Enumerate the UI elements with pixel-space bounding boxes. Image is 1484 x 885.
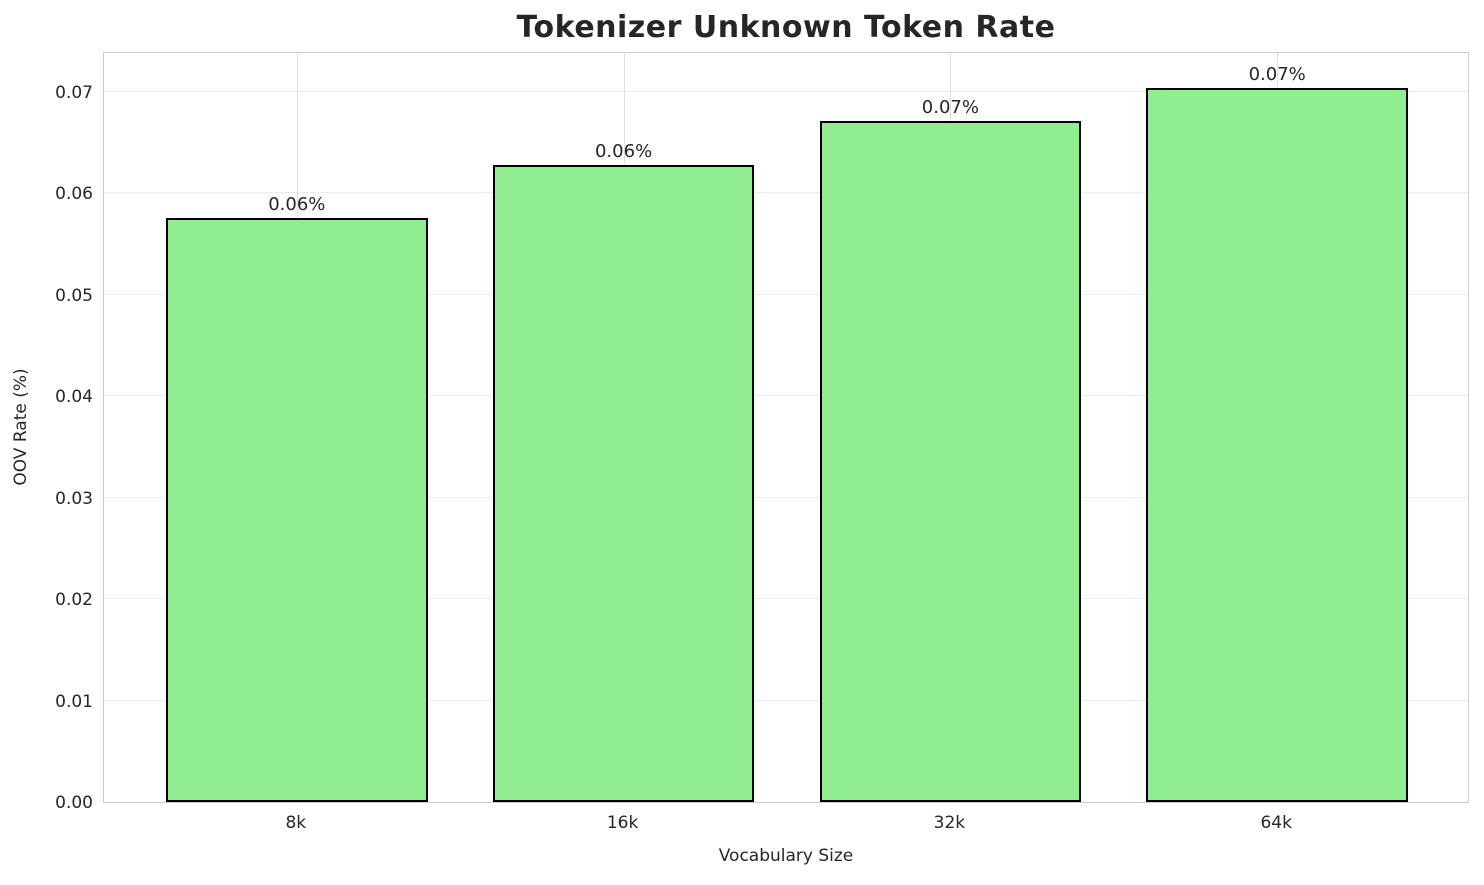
- x-axis-label: Vocabulary Size: [718, 846, 854, 866]
- y-gridline: [104, 192, 1468, 194]
- bar-value-label: 0.07%: [1248, 63, 1306, 85]
- bar-8k: 0.06%: [166, 194, 428, 802]
- x-tick-label: 64k: [1260, 813, 1292, 833]
- y-tick-label: 0.05: [55, 285, 93, 306]
- x-tick-label: 8k: [285, 813, 307, 833]
- y-tick-label: 0.01: [55, 691, 93, 712]
- bar-32k: 0.07%: [819, 97, 1082, 802]
- y-gridline: [104, 395, 1468, 397]
- y-tick-label: 0.00: [55, 793, 93, 813]
- y-tick-label: 0.02: [55, 590, 93, 611]
- chart-title: Tokenizer Unknown Token Rate: [516, 10, 1056, 45]
- x-tick-label: 32k: [933, 813, 966, 833]
- y-axis-label: OOV Rate (%): [11, 368, 31, 486]
- y-tick-label: 0.07: [55, 82, 93, 103]
- y-tick-label: 0.03: [55, 488, 93, 509]
- y-tick-label: 0.06: [55, 184, 93, 205]
- y-tick-label: 0.04: [55, 387, 93, 408]
- y-gridline: [104, 90, 1468, 92]
- bar-64k: 0.07%: [1146, 64, 1408, 802]
- bar-16k: 0.06%: [492, 141, 755, 802]
- y-gridline: [104, 496, 1468, 498]
- x-tick-label: 16k: [606, 813, 639, 833]
- y-gridline: [104, 293, 1468, 295]
- bar-value-label: 0.07%: [921, 97, 979, 119]
- bar-value-label: 0.06%: [268, 194, 326, 216]
- y-gridline: [104, 598, 1468, 600]
- y-gridline: [104, 699, 1468, 701]
- plot-area: 0.06% 0.06% 0.07% 0.07%: [103, 52, 1469, 803]
- bar-value-label: 0.06%: [594, 140, 653, 162]
